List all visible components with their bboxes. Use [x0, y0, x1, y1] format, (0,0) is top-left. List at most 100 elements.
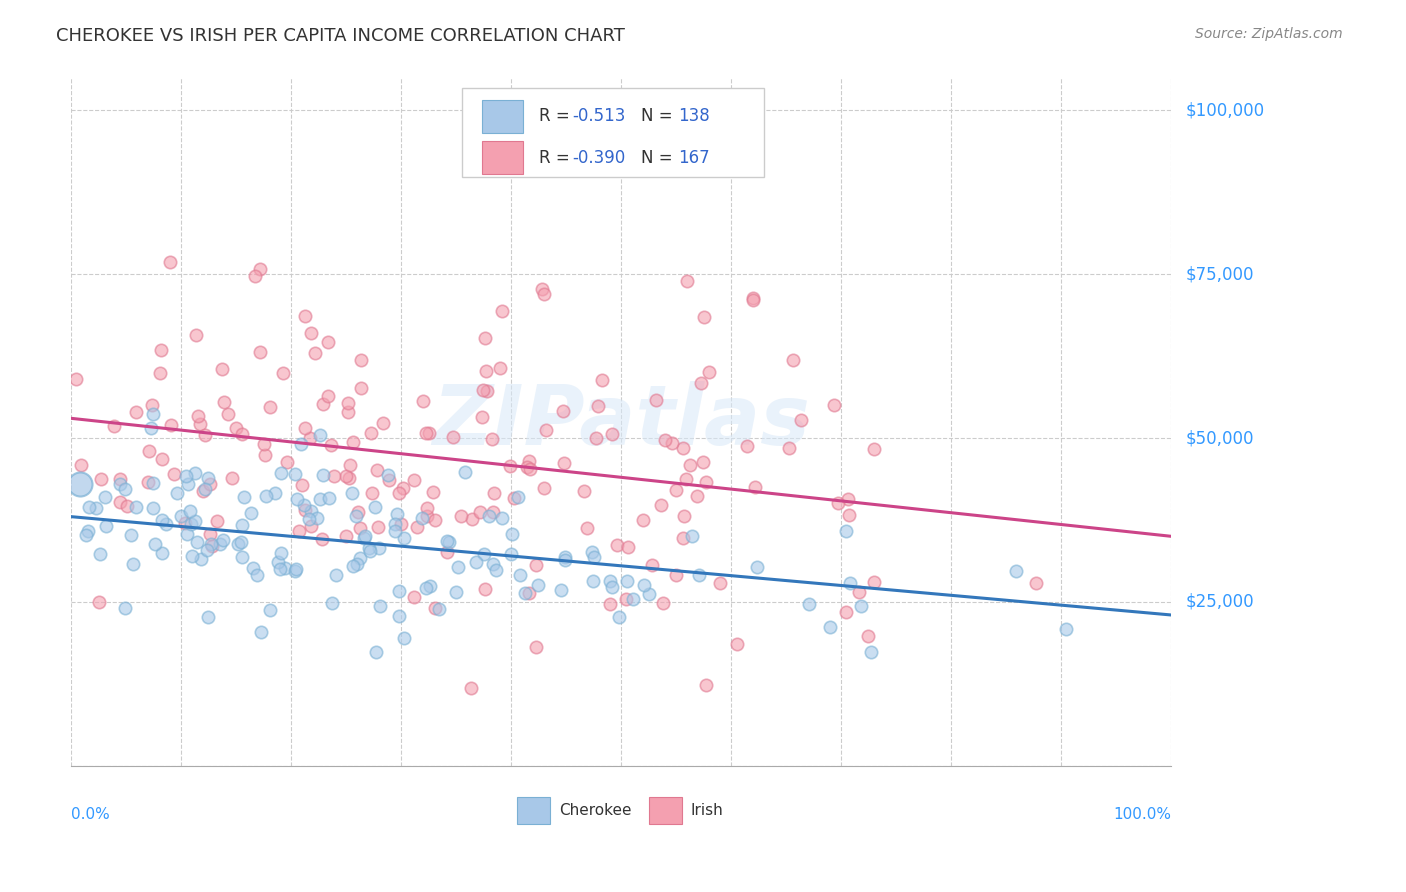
Point	[591, 373, 613, 387]
Point	[741, 291, 763, 305]
Point	[90, 472, 112, 486]
Point	[316, 335, 339, 350]
Point	[576, 521, 599, 535]
Point	[122, 557, 145, 571]
Point	[187, 409, 209, 423]
Point	[184, 514, 207, 528]
Point	[347, 504, 370, 518]
Point	[631, 512, 654, 526]
Point	[475, 364, 498, 378]
Point	[860, 645, 883, 659]
Point	[191, 484, 214, 499]
Point	[155, 516, 177, 531]
Point	[419, 579, 441, 593]
Point	[349, 550, 371, 565]
Text: 167: 167	[679, 149, 710, 167]
Point	[468, 504, 491, 518]
Point	[460, 681, 482, 696]
Point	[423, 513, 446, 527]
Point	[422, 485, 444, 500]
Point	[709, 576, 731, 591]
Point	[513, 586, 536, 600]
Point	[108, 473, 131, 487]
Point	[415, 426, 437, 441]
Point	[482, 485, 505, 500]
Point	[150, 451, 173, 466]
Point	[478, 123, 501, 137]
Point	[412, 393, 434, 408]
Point	[138, 443, 160, 458]
Point	[335, 529, 357, 543]
Point	[672, 509, 695, 524]
Point	[229, 535, 252, 549]
Point	[299, 326, 322, 340]
Point	[404, 473, 426, 487]
Point	[114, 482, 136, 496]
Point	[384, 524, 406, 539]
Point	[614, 591, 637, 606]
Point	[232, 490, 254, 504]
Point	[782, 353, 804, 368]
Point	[1025, 575, 1047, 590]
Text: $25,000: $25,000	[1185, 593, 1254, 611]
Point	[672, 442, 695, 456]
Point	[415, 581, 437, 595]
Point	[125, 405, 148, 419]
Point	[418, 425, 440, 440]
Point	[506, 490, 529, 504]
Point	[404, 590, 426, 604]
Point	[177, 476, 200, 491]
Point	[675, 471, 697, 485]
Text: R =: R =	[538, 107, 575, 126]
Text: 100.0%: 100.0%	[1114, 807, 1171, 822]
Point	[385, 508, 408, 522]
Text: $100,000: $100,000	[1185, 101, 1264, 120]
Point	[416, 500, 439, 515]
Point	[149, 366, 172, 380]
Point	[454, 465, 477, 479]
Point	[837, 491, 859, 506]
Point	[198, 527, 221, 541]
Point	[231, 518, 253, 533]
Point	[485, 563, 508, 577]
Point	[159, 255, 181, 269]
Point	[444, 584, 467, 599]
Bar	[517, 797, 550, 823]
Point	[298, 431, 321, 445]
Point	[299, 518, 322, 533]
Point	[586, 399, 609, 413]
Point	[437, 534, 460, 549]
Point	[197, 609, 219, 624]
Text: N =: N =	[641, 149, 678, 167]
Text: N =: N =	[641, 107, 678, 126]
Point	[69, 476, 91, 491]
Point	[141, 421, 163, 435]
Point	[425, 600, 447, 615]
Point	[75, 528, 97, 542]
Point	[838, 576, 860, 591]
Point	[388, 583, 411, 598]
Point	[665, 483, 688, 498]
Point	[89, 595, 111, 609]
Point	[264, 486, 287, 500]
Point	[312, 468, 335, 483]
Point	[616, 574, 638, 588]
Point	[499, 547, 522, 561]
Point	[534, 423, 557, 437]
Point	[174, 469, 197, 483]
Point	[181, 549, 204, 563]
Point	[389, 516, 412, 531]
Point	[321, 438, 343, 452]
Point	[108, 494, 131, 508]
Point	[142, 501, 165, 516]
Point	[184, 328, 207, 343]
Point	[201, 540, 224, 554]
Point	[284, 467, 307, 482]
Text: $75,000: $75,000	[1185, 265, 1254, 283]
Point	[254, 489, 277, 503]
Point	[212, 533, 235, 547]
Point	[336, 396, 359, 410]
Point	[312, 397, 335, 411]
Point	[681, 529, 703, 543]
Point	[695, 678, 717, 692]
